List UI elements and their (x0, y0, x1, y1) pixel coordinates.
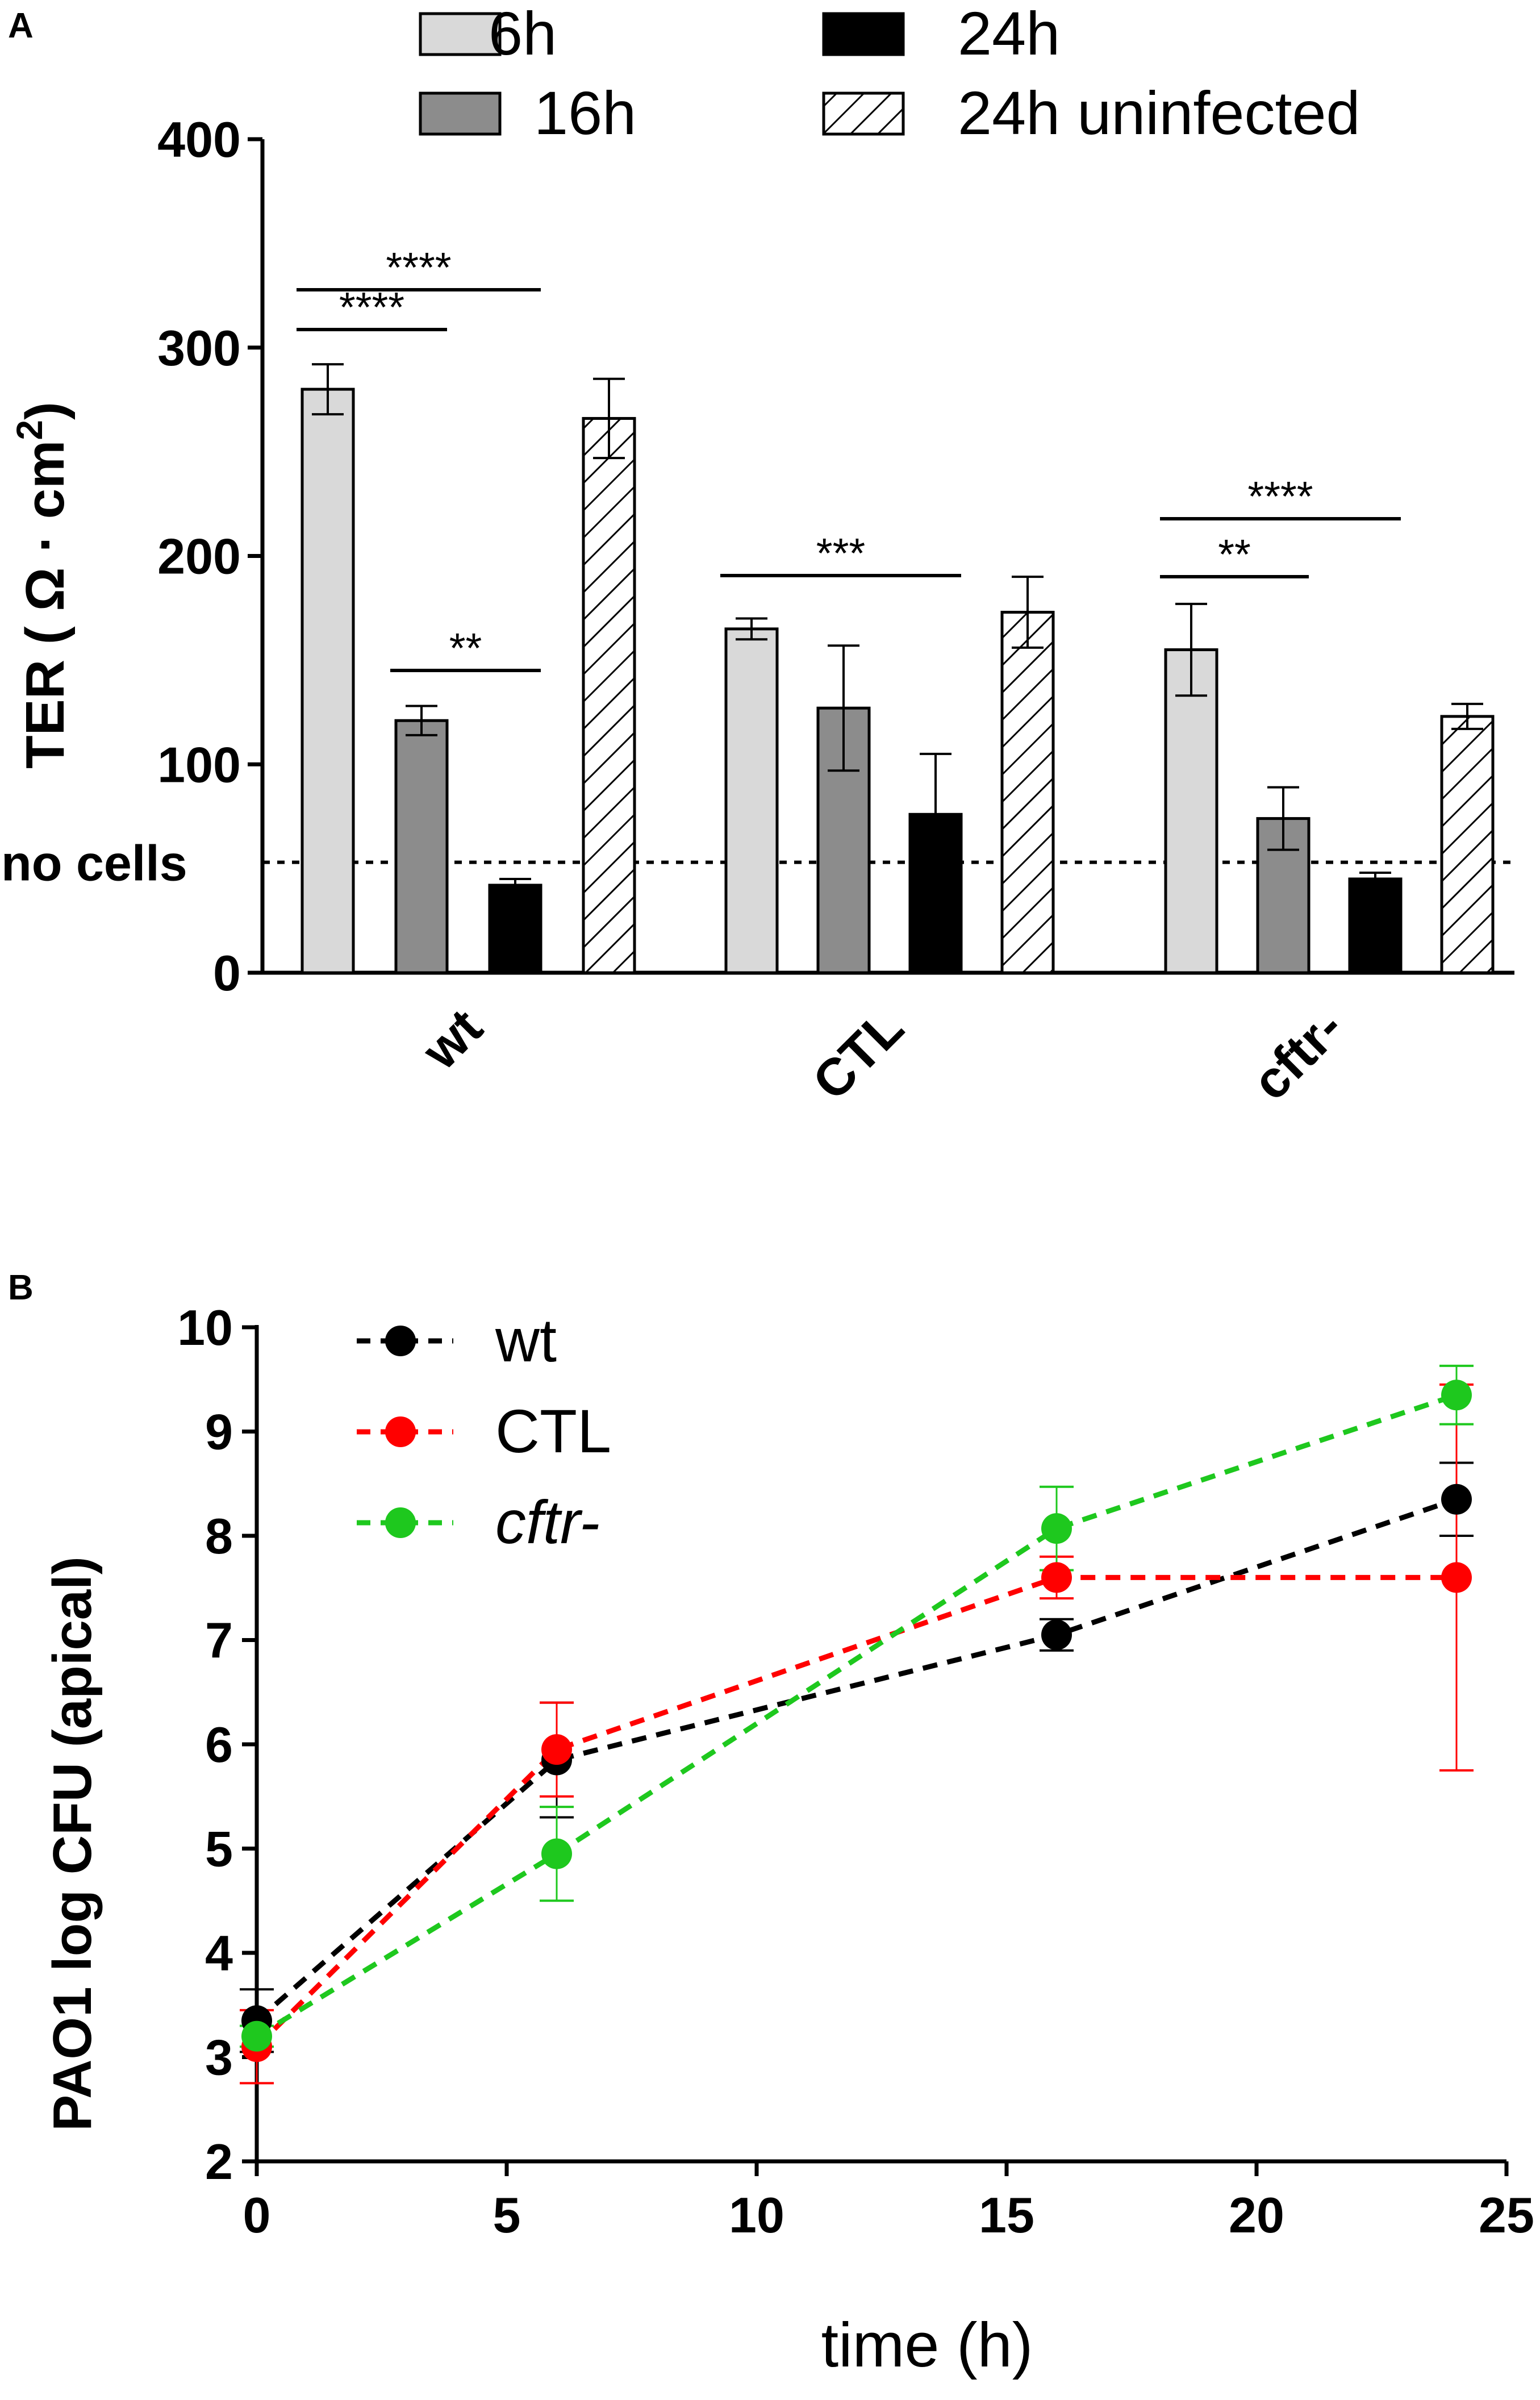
x-tick-label-b: 5 (493, 2187, 521, 2243)
data-point-cftr (1441, 1380, 1472, 1411)
data-point-CTL (541, 1734, 572, 1765)
data-point-wt (1041, 1619, 1072, 1651)
data-point-wt (1441, 1484, 1472, 1515)
bar-6h-cftr- (1164, 648, 1218, 974)
bar-24h-uninfected-wt (582, 416, 636, 974)
x-tick-label-wt: wt (411, 998, 494, 1081)
x-axis-title-b: time (h) (821, 2310, 1033, 2380)
y-axis-title-a: TER ( Ω · cm2) (9, 402, 76, 769)
bar-24h-wt (488, 884, 542, 974)
reference-line-label: no cells (1, 835, 187, 891)
y-axis-title-b: PAO1 log CFU (apical) (42, 1556, 103, 2131)
data-point-cftr (1041, 1513, 1072, 1544)
legend-marker-cftr (385, 1507, 416, 1538)
legend-swatch-24h-uninfected (822, 91, 905, 136)
legend-b: wt CTL cftr- (357, 1306, 611, 1556)
bars-a (301, 363, 1495, 974)
legend-swatch-16h (419, 91, 502, 136)
bar-16h-wt (394, 719, 449, 974)
significance-label: ** (449, 624, 482, 672)
panel-a: A 6h 16h 24h 24h uninfected 0 100 200 300 400 no… (1, 0, 1514, 1111)
y-tick-label-b: 8 (205, 1508, 233, 1564)
bar-24h-cftr- (1348, 877, 1403, 974)
bar-6h-CTL (724, 627, 779, 974)
y-tick-label-a: 400 (157, 111, 241, 168)
legend-label-24h-uninfected: 24h uninfected (958, 78, 1360, 147)
y-tick-label-b: 4 (205, 1925, 233, 1981)
significance-brackets: ************* ****** (297, 244, 1401, 672)
legend-label-6h: 6h (489, 0, 557, 68)
series-b (240, 1364, 1474, 2085)
bar-24h-uninfected-CTL (1000, 611, 1055, 974)
legend-swatch-6h (419, 12, 502, 56)
axes-b: 2 3 4 5 6 7 8 9 10 0 5 10 15 20 25 (177, 1299, 1534, 2243)
legend-label-16h: 16h (534, 78, 636, 147)
significance-label: *** (816, 530, 865, 577)
significance-label: **** (386, 244, 451, 291)
y-tick-label-b: 2 (205, 2134, 233, 2190)
significance-label: **** (339, 284, 404, 331)
panel-b: B 2 3 4 5 6 7 8 9 10 0 5 10 15 20 25 wt CTL cftr- PAO1 l… (8, 1268, 1534, 2380)
y-axis-title-a-sup: 2 (9, 420, 50, 440)
y-tick-label-a: 300 (157, 320, 241, 376)
data-point-CTL (1441, 1562, 1472, 1593)
x-tick-label-cftr-: cftr- (1242, 998, 1355, 1111)
series-line-cftr (255, 1393, 1458, 2039)
legend-marker-wt (385, 1326, 416, 1356)
legend-marker-CTL (385, 1416, 416, 1447)
x-tick-label-b: 25 (1479, 2187, 1534, 2243)
x-tick-label-b: 0 (243, 2187, 271, 2243)
bar-24h-uninfected-cftr- (1440, 715, 1495, 974)
legend-label-wt: wt (495, 1306, 557, 1374)
panel-label-a: A (8, 6, 34, 45)
y-tick-label-b: 3 (205, 2030, 233, 2086)
y-tick-label-b: 10 (177, 1299, 233, 1356)
significance-label: ** (1218, 531, 1251, 578)
legend-label-CTL: CTL (495, 1397, 611, 1465)
data-point-cftr (541, 1838, 572, 1869)
x-tick-label-b: 15 (979, 2187, 1034, 2243)
significance-label: **** (1247, 473, 1313, 520)
legend-a: 6h 16h 24h 24h uninfected (419, 0, 1360, 147)
y-tick-label-a: 200 (157, 528, 241, 585)
y-tick-label-b: 5 (205, 1821, 233, 1877)
y-tick-label-b: 9 (205, 1404, 233, 1460)
legend-swatch-24h (822, 12, 905, 56)
data-point-CTL (1041, 1562, 1072, 1593)
y-axis-title-a-close: ) (15, 402, 76, 420)
legend-label-cftr: cftr- (495, 1488, 600, 1556)
legend-label-24h: 24h (958, 0, 1060, 68)
x-tick-label-b: 20 (1229, 2187, 1284, 2243)
x-tick-label-b: 10 (729, 2187, 784, 2243)
y-tick-label-a: 100 (157, 736, 241, 793)
y-axis-title-a-main: TER ( Ω · cm (15, 440, 76, 769)
data-point-cftr (241, 2020, 272, 2052)
y-tick-label-b: 6 (205, 1716, 233, 1773)
series-line-wt (255, 1497, 1458, 2023)
panel-label-b: B (8, 1268, 34, 1307)
series-line-CTL (254, 1574, 1456, 2049)
bar-6h-wt (301, 388, 355, 974)
x-tick-label-CTL: CTL (802, 998, 915, 1111)
y-tick-label-b: 7 (205, 1613, 233, 1669)
y-tick-label-a: 0 (213, 945, 241, 1001)
